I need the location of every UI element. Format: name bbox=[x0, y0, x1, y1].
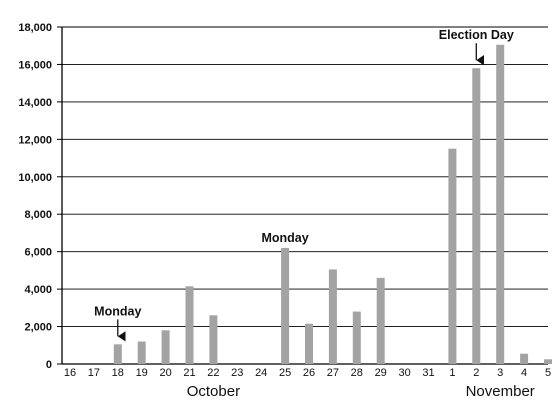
x-tick-label: 16 bbox=[64, 367, 76, 379]
bar-27 bbox=[328, 269, 337, 364]
x-tick-label: 2 bbox=[473, 367, 479, 379]
bar-2 bbox=[472, 68, 481, 364]
x-tick-label: 30 bbox=[398, 367, 410, 379]
y-tick-label: 18,000 bbox=[18, 22, 52, 34]
month-label: November bbox=[466, 383, 535, 400]
month-labels: October November bbox=[187, 383, 535, 400]
x-tick-label: 4 bbox=[521, 367, 527, 379]
x-tick-label: 5 bbox=[545, 367, 551, 379]
x-tick-label: 29 bbox=[375, 367, 387, 379]
bar-22 bbox=[209, 315, 218, 364]
x-tick-label: 26 bbox=[303, 367, 315, 379]
bar-21 bbox=[185, 286, 194, 364]
x-tick-label: 25 bbox=[279, 367, 291, 379]
bars bbox=[113, 44, 552, 365]
x-tick-label: 19 bbox=[136, 367, 148, 379]
x-tick-label: 21 bbox=[183, 367, 195, 379]
month-label: October bbox=[187, 383, 240, 400]
annotation-label: Election Day bbox=[439, 28, 514, 42]
bar-4 bbox=[520, 353, 529, 364]
x-tick-label: 18 bbox=[112, 367, 124, 379]
annotations: Monday Monday Election Day bbox=[94, 28, 514, 342]
x-tick-label: 22 bbox=[207, 367, 219, 379]
bar-28 bbox=[352, 311, 361, 364]
annotation-label: Monday bbox=[261, 231, 308, 245]
x-axis-ticks: 16 17 18 19 20 21 22 23 24 25 26 27 28 29 30 31 1 2 3 4 5 bbox=[64, 367, 551, 379]
y-tick-label: 14,000 bbox=[18, 97, 52, 109]
x-tick-label: 31 bbox=[422, 367, 434, 379]
bar-26 bbox=[305, 323, 313, 364]
x-tick-label: 17 bbox=[88, 367, 100, 379]
x-tick-label: 28 bbox=[351, 367, 363, 379]
y-tick-label: 16,000 bbox=[18, 59, 52, 71]
x-tick-label: 20 bbox=[159, 367, 171, 379]
x-tick-label: 3 bbox=[497, 367, 503, 379]
bar-19 bbox=[137, 341, 146, 364]
bar-29 bbox=[376, 277, 385, 364]
bar-5 bbox=[544, 359, 552, 364]
bar-3 bbox=[496, 44, 505, 365]
x-tick-label: 23 bbox=[231, 367, 243, 379]
y-tick-label: 8,000 bbox=[24, 209, 52, 221]
y-tick-label: 10,000 bbox=[18, 172, 52, 184]
x-tick-label: 1 bbox=[449, 367, 455, 379]
y-tick-label: 12,000 bbox=[18, 134, 52, 146]
bar-25 bbox=[281, 247, 290, 364]
y-tick-label: 6,000 bbox=[24, 247, 52, 259]
x-tick-label: 24 bbox=[255, 367, 267, 379]
gridlines bbox=[57, 26, 548, 365]
x-tick-label: 27 bbox=[327, 367, 339, 379]
annotation-label: Monday bbox=[94, 304, 141, 318]
y-tick-label: 2,000 bbox=[24, 322, 52, 334]
y-tick-label: 0 bbox=[46, 359, 52, 371]
bar-20 bbox=[161, 330, 170, 364]
y-axis-ticks: 0 2,000 4,000 6,000 8,000 10,000 12,000 14,000 1… bbox=[18, 22, 52, 371]
y-tick-label: 4,000 bbox=[24, 284, 52, 296]
bar-1 bbox=[448, 148, 457, 364]
bar-18 bbox=[113, 344, 122, 364]
